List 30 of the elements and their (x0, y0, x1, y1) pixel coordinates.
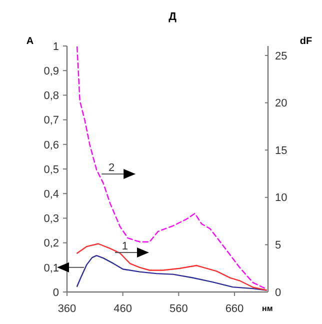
y-tick-label: 0,2 (44, 238, 59, 250)
y2-tick-label: 15 (275, 144, 288, 157)
y-tick-label: 0,7 (44, 114, 59, 127)
x-tick-label: 660 (225, 303, 244, 315)
y-tick-label: 0,3 (44, 213, 59, 226)
y2-tick-label: 10 (275, 192, 288, 204)
x-axis-title: нм (262, 304, 273, 313)
y-tick-label: 0 (52, 286, 59, 299)
y2-tick-label: 5 (275, 240, 282, 252)
y-tick-label: 0,9 (44, 65, 59, 78)
line-series (76, 254, 267, 291)
y-tick-label: 1 (52, 40, 59, 53)
y-tick-label: 0,8 (44, 90, 59, 102)
line-series (76, 46, 266, 289)
y-tick-label: 0,5 (44, 164, 59, 176)
y2-tick-label: 20 (275, 98, 288, 110)
y-tick-label: 0,4 (44, 188, 59, 200)
y2-axis-title: dF (300, 36, 312, 47)
x-tick-label: 460 (114, 303, 132, 315)
chart-title: Д (168, 11, 177, 23)
x-tick-label: 360 (58, 303, 76, 315)
series-label: 2 (108, 162, 115, 174)
y-axis-title: A (26, 36, 34, 47)
y-tick-label: 0,6 (44, 139, 59, 152)
y2-tick-label: 0 (275, 286, 282, 299)
series-label: 1 (122, 240, 128, 252)
y2-tick-label: 25 (275, 50, 288, 62)
line-series (76, 243, 267, 291)
x-tick-label: 560 (169, 303, 188, 315)
y-tick-label: 0,1 (44, 262, 59, 274)
